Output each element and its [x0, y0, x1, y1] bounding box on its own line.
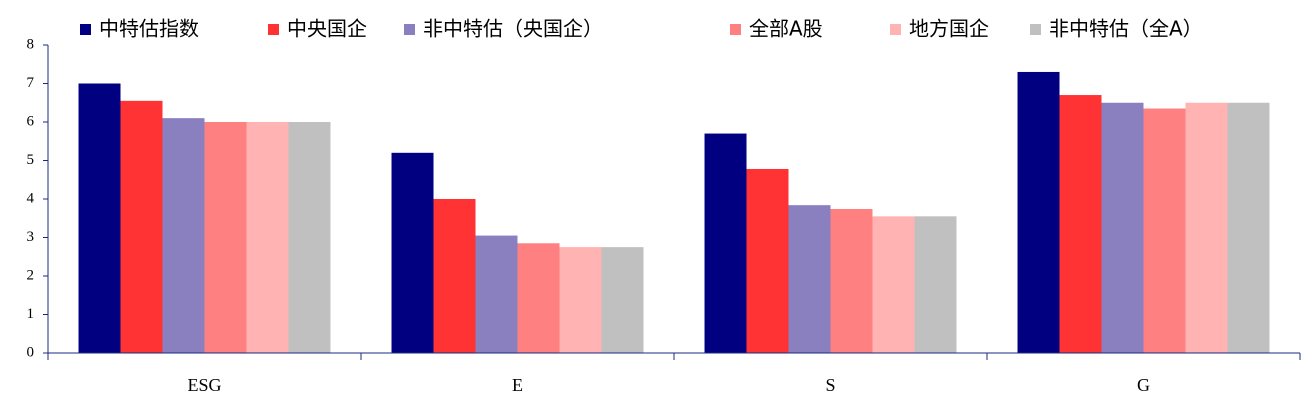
- bar: [1227, 102, 1270, 353]
- bar: [1185, 102, 1228, 353]
- legend-swatch: [730, 24, 741, 35]
- y-tick-label: 1: [27, 306, 35, 322]
- bar: [288, 122, 331, 353]
- y-tick-label: 5: [27, 152, 35, 168]
- bar: [704, 133, 747, 353]
- legend-swatch: [268, 24, 279, 35]
- bar: [914, 216, 957, 353]
- y-tick-label: 6: [27, 113, 35, 129]
- y-tick-label: 4: [27, 190, 35, 206]
- legend-swatch: [80, 24, 91, 35]
- bar: [1143, 108, 1186, 354]
- bar: [391, 152, 434, 353]
- bar: [830, 209, 873, 353]
- bar: [246, 122, 289, 353]
- bar: [204, 122, 247, 353]
- legend-label: 地方国企: [909, 17, 989, 41]
- bar: [746, 168, 789, 353]
- x-tick-label: S: [825, 375, 835, 395]
- bar: [788, 205, 831, 353]
- bar: [475, 235, 518, 353]
- bar: [120, 100, 163, 353]
- bar: [1101, 102, 1144, 353]
- y-tick-label: 7: [27, 75, 35, 91]
- bar: [559, 247, 602, 353]
- legend-label: 中特估指数: [99, 17, 199, 41]
- bar: [1017, 71, 1060, 353]
- bar: [433, 199, 476, 353]
- y-tick-label: 2: [27, 267, 35, 283]
- x-tick-label: E: [512, 375, 523, 395]
- bar: [517, 243, 560, 353]
- bar: [1059, 95, 1102, 354]
- y-tick-label: 3: [27, 229, 35, 245]
- y-tick-label: 8: [27, 36, 35, 52]
- legend-label: 非中特估（全A）: [1049, 17, 1203, 41]
- bar: [78, 83, 121, 353]
- legend-swatch: [1030, 24, 1041, 35]
- bar: [872, 216, 915, 353]
- y-tick-label: 0: [27, 344, 35, 360]
- bar: [162, 118, 205, 354]
- legend-label: 非中特估（央国企）: [423, 17, 603, 41]
- x-tick-label: G: [1137, 375, 1150, 395]
- bar: [601, 247, 644, 353]
- legend-label: 全部A股: [749, 17, 823, 41]
- x-tick-label: ESG: [187, 375, 221, 395]
- legend-swatch: [404, 24, 415, 35]
- legend-label: 中央国企: [287, 17, 367, 41]
- legend-swatch: [890, 24, 901, 35]
